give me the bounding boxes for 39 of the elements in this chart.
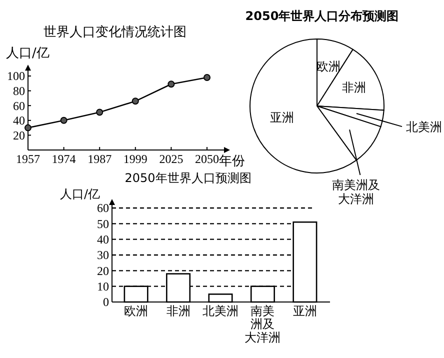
y-tick-label: 0 (103, 295, 109, 310)
point (168, 80, 175, 88)
x-tick-label: 2050 (195, 152, 219, 166)
x-tick-label: 北美洲 (202, 304, 238, 318)
y-tick-label: 60 (97, 201, 109, 216)
x-tick-label: 1999 (123, 152, 148, 166)
chart-title: 2050年世界人口预测图 (124, 171, 252, 185)
y-tick-label: 30 (97, 248, 109, 262)
y-tick-label: 100 (7, 69, 25, 84)
x-tick-label: 南美洲及大洋洲 (244, 304, 281, 344)
x-axis-title: 年份 (219, 154, 245, 169)
chart-title: 2050年世界人口分布预测图 (245, 9, 399, 23)
y-axis-title: 人口/亿 (6, 46, 50, 61)
x-tick-label: 欧洲 (124, 304, 148, 318)
y-tick-label: 80 (13, 84, 25, 98)
slice-label: 亚洲 (270, 110, 294, 125)
x-tick-label: 1957 (16, 152, 40, 166)
y-tick-label: 20 (97, 264, 109, 278)
y-tick-label: 20 (13, 128, 25, 142)
x-tick-label: 1974 (52, 152, 76, 166)
y-tick-label: 40 (97, 232, 109, 247)
point (132, 98, 139, 105)
point (60, 116, 68, 124)
slice-label: 北美洲 (406, 120, 442, 134)
x-tick-label: 非洲 (166, 304, 190, 318)
chart-title: 世界人口变化情况统计图 (44, 25, 186, 40)
point (96, 108, 104, 116)
y-axis-title: 人口/亿 (60, 187, 100, 201)
point (24, 124, 32, 132)
x-tick-label: 亚洲 (292, 304, 317, 318)
point (204, 74, 210, 81)
y-tick-label: 10 (97, 280, 109, 294)
y-tick-label: 40 (13, 114, 25, 128)
x-tick-label: 2025 (159, 152, 184, 166)
slice-label: 南美洲及大洋洲 (332, 178, 380, 206)
slice-label: 非洲 (342, 80, 366, 94)
y-tick-label: 50 (97, 216, 109, 231)
y-tick-label: 60 (13, 98, 25, 113)
x-tick-label: 1987 (88, 152, 112, 166)
